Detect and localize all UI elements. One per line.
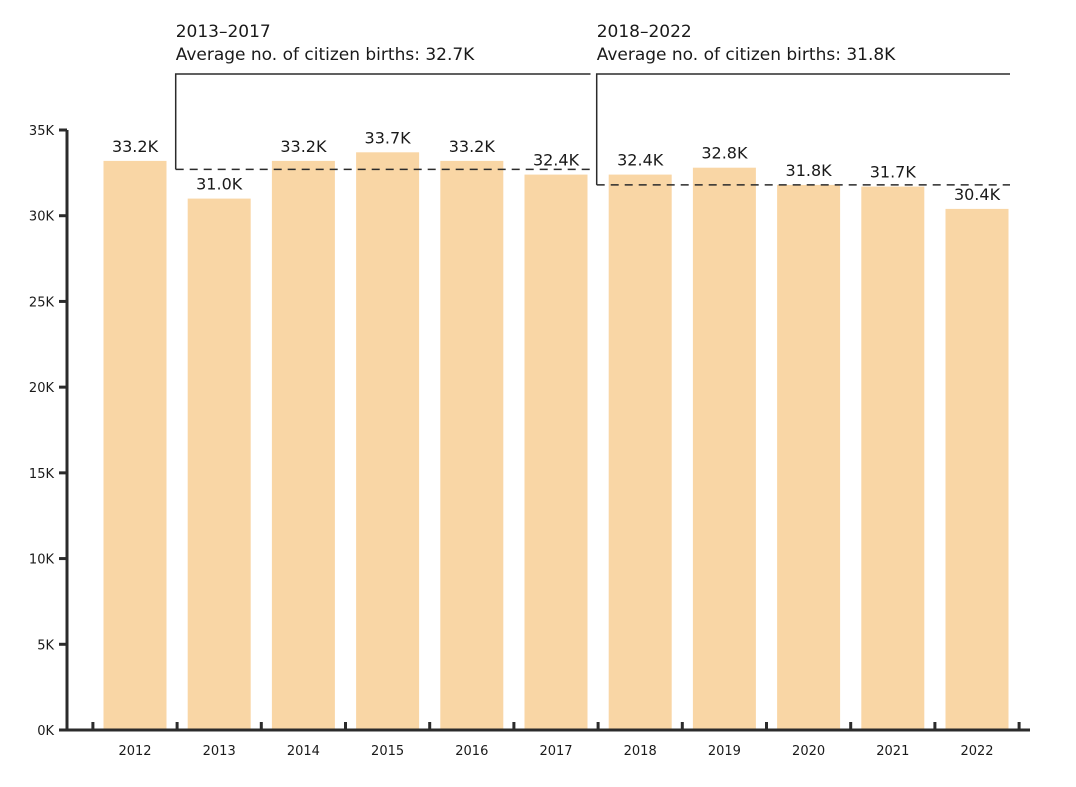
annotations-group: 2013–2017 Average no. of citizen births: …: [174, 22, 1010, 186]
data-label-2017: 32.4K: [533, 151, 580, 170]
bar-2022: [945, 208, 1009, 730]
x-tick-label-2022: 2022: [960, 744, 993, 759]
x-tick-label-2016: 2016: [455, 744, 488, 759]
data-label-2015: 33.7K: [365, 128, 412, 147]
y-tick-label-0K: 0K: [37, 724, 54, 739]
y-tick-label-35K: 35K: [29, 124, 55, 139]
data-label-2019: 32.8K: [701, 144, 748, 163]
bars-group: [103, 152, 1009, 731]
bar-2020: [777, 184, 841, 730]
x-tick-label-2018: 2018: [624, 744, 657, 759]
y-tick-label-25K: 25K: [29, 295, 55, 310]
y-tick-label-30K: 30K: [29, 210, 55, 225]
annotation-bracket-2: [595, 73, 1010, 185]
x-tick-label-2012: 2012: [118, 744, 151, 759]
x-tick-label-2015: 2015: [371, 744, 404, 759]
y-tick-label-5K: 5K: [37, 638, 54, 653]
bar-2015: [356, 152, 420, 731]
axes-group: [59, 128, 1030, 732]
annotation-average-text-2: Average no. of citizen births: 31.8K: [597, 45, 896, 65]
bar-2019: [692, 167, 756, 730]
x-tick-label-2021: 2021: [876, 744, 909, 759]
x-tick-label-2020: 2020: [792, 744, 825, 759]
annotation-period-2: 2018–2022: [597, 22, 692, 42]
x-tick-label-2017: 2017: [539, 744, 572, 759]
y-tick-label-10K: 10K: [29, 553, 55, 568]
bar-2014: [271, 160, 335, 730]
annotation-period-1: 2013–2017: [176, 22, 271, 42]
bar-2012: [103, 160, 167, 730]
bar-2013: [187, 198, 251, 731]
data-label-2012: 33.2K: [112, 137, 159, 156]
bar-2021: [861, 186, 925, 731]
y-tick-label-20K: 20K: [29, 381, 55, 396]
y-tick-label-15K: 15K: [29, 467, 55, 482]
data-label-2013: 31.0K: [196, 175, 243, 194]
data-label-2016: 33.2K: [449, 137, 496, 156]
labels-group: 33.2K 31.0K 33.2K 33.7K 33.2K 32.4K 32.4K 32.8K…: [29, 124, 1001, 759]
x-tick-label-2014: 2014: [287, 744, 320, 759]
data-label-2014: 33.2K: [280, 137, 327, 156]
bar-2017: [524, 174, 588, 731]
data-label-2018: 32.4K: [617, 151, 664, 170]
x-tick-label-2019: 2019: [708, 744, 741, 759]
bar-2018: [608, 174, 672, 731]
data-label-2021: 31.7K: [870, 163, 917, 182]
x-tick-label-2013: 2013: [203, 744, 236, 759]
data-label-2020: 31.8K: [786, 161, 833, 180]
annotation-bracket-1: [174, 73, 591, 170]
annotation-average-text-1: Average no. of citizen births: 32.7K: [176, 45, 475, 65]
data-label-2022: 30.4K: [954, 185, 1001, 204]
bar-2016: [440, 160, 504, 730]
